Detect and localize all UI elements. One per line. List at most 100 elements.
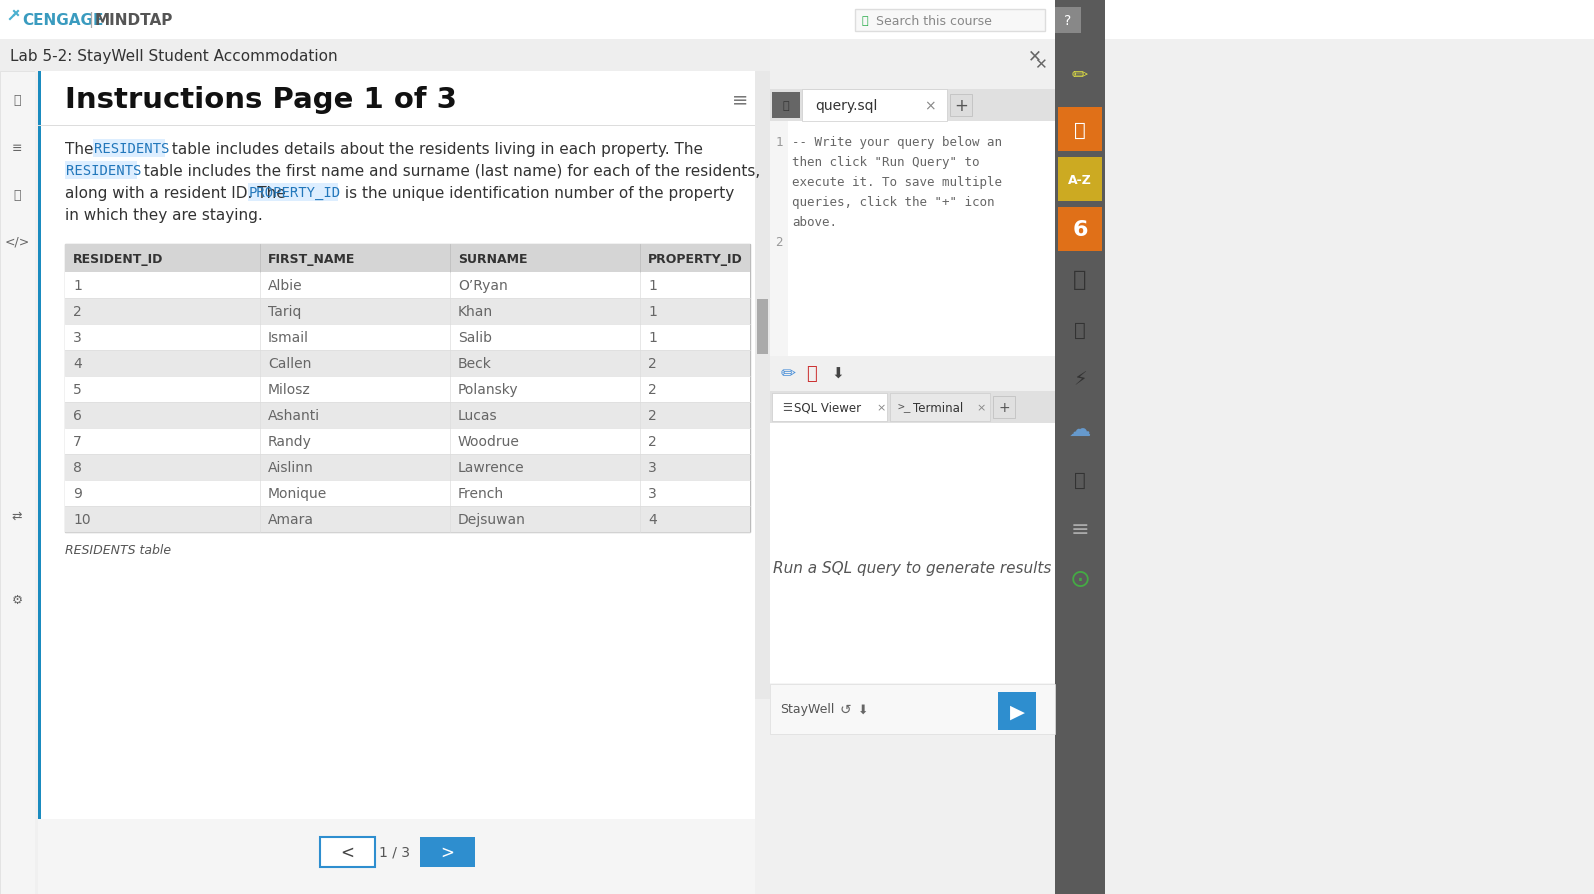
Text: 2: 2 xyxy=(775,235,783,249)
Text: 2: 2 xyxy=(649,383,657,397)
Bar xyxy=(756,72,770,699)
Bar xyxy=(1060,55,1100,110)
Text: 📋: 📋 xyxy=(1074,320,1086,339)
Text: Tariq: Tariq xyxy=(268,305,301,318)
Text: ✏: ✏ xyxy=(1071,65,1089,84)
Text: execute it. To save multiple: execute it. To save multiple xyxy=(792,175,1003,189)
Text: 9: 9 xyxy=(73,486,81,501)
Bar xyxy=(770,392,1055,424)
Bar xyxy=(92,139,166,158)
Text: then click "Run Query" to: then click "Run Query" to xyxy=(792,156,979,168)
Text: 3: 3 xyxy=(73,331,81,344)
Text: Search this course: Search this course xyxy=(877,14,991,28)
Text: Callen: Callen xyxy=(268,357,311,371)
Bar xyxy=(65,350,751,376)
Text: 🔷: 🔷 xyxy=(1074,470,1086,489)
Bar xyxy=(770,122,787,357)
Text: ×: × xyxy=(925,99,936,113)
Text: Khan: Khan xyxy=(457,305,493,318)
Text: O’Ryan: O’Ryan xyxy=(457,279,508,292)
Text: 1: 1 xyxy=(649,279,657,292)
Text: Lucas: Lucas xyxy=(457,409,497,423)
Bar xyxy=(65,162,137,180)
Bar xyxy=(65,245,751,273)
Text: table includes details about the residents living in each property. The: table includes details about the residen… xyxy=(167,141,703,156)
Text: 10: 10 xyxy=(73,512,91,527)
Text: Polansky: Polansky xyxy=(457,383,518,397)
Text: RESIDENTS table: RESIDENTS table xyxy=(65,544,171,557)
Bar xyxy=(1060,55,1100,107)
Bar xyxy=(65,299,751,325)
Text: SQL Viewer: SQL Viewer xyxy=(794,401,861,414)
Text: Lab 5-2: StayWell Student Accommodation: Lab 5-2: StayWell Student Accommodation xyxy=(10,48,338,63)
Text: 2: 2 xyxy=(649,434,657,449)
Bar xyxy=(0,72,35,894)
Text: ☁: ☁ xyxy=(1070,419,1092,440)
Bar xyxy=(1058,408,1101,451)
Bar xyxy=(771,393,886,422)
Text: is the unique identification number of the property: is the unique identification number of t… xyxy=(340,185,735,200)
Text: Terminal: Terminal xyxy=(913,401,963,414)
Text: Ismail: Ismail xyxy=(268,331,309,344)
Bar xyxy=(770,684,1055,734)
Text: 1: 1 xyxy=(775,135,783,148)
Bar xyxy=(38,72,41,894)
Bar xyxy=(889,393,990,422)
Text: ×: × xyxy=(976,402,985,412)
Bar xyxy=(38,72,756,894)
Bar xyxy=(950,95,972,117)
Text: queries, click the "+" icon: queries, click the "+" icon xyxy=(792,195,995,208)
Bar xyxy=(1058,358,1101,401)
Text: 6: 6 xyxy=(1073,220,1087,240)
Text: ?: ? xyxy=(1065,14,1071,28)
Text: 4: 4 xyxy=(649,512,657,527)
Text: 📁: 📁 xyxy=(783,101,789,111)
Text: 3: 3 xyxy=(649,486,657,501)
Bar xyxy=(1058,458,1101,502)
Text: ✕: ✕ xyxy=(1028,47,1042,65)
Bar xyxy=(65,376,751,402)
Text: in which they are staying.: in which they are staying. xyxy=(65,207,263,223)
Text: Amara: Amara xyxy=(268,512,314,527)
Text: 📘: 📘 xyxy=(1073,270,1087,290)
Bar xyxy=(757,299,768,355)
Text: 3: 3 xyxy=(649,460,657,475)
Text: 🗑: 🗑 xyxy=(807,365,818,383)
Text: RESIDENTS: RESIDENTS xyxy=(65,164,142,178)
Text: +: + xyxy=(998,401,1011,415)
Text: query.sql: query.sql xyxy=(815,99,877,113)
Bar xyxy=(770,90,1055,122)
Bar xyxy=(320,837,375,867)
Text: 2: 2 xyxy=(649,357,657,371)
Text: ⚡: ⚡ xyxy=(1073,370,1087,389)
Text: Beck: Beck xyxy=(457,357,493,371)
Bar xyxy=(770,424,1055,683)
Bar xyxy=(38,126,756,127)
Text: 2: 2 xyxy=(649,409,657,423)
Bar xyxy=(1058,508,1101,552)
Text: ☰: ☰ xyxy=(783,402,792,412)
Text: 1: 1 xyxy=(649,305,657,318)
Bar xyxy=(854,10,1046,32)
Text: 1 / 3: 1 / 3 xyxy=(379,845,411,859)
Text: Dejsuwan: Dejsuwan xyxy=(457,512,526,527)
Text: SURNAME: SURNAME xyxy=(457,252,528,266)
Bar xyxy=(65,506,751,533)
Bar xyxy=(65,428,751,454)
Text: RESIDENT_ID: RESIDENT_ID xyxy=(73,252,163,266)
Text: ⚙: ⚙ xyxy=(11,593,22,606)
Bar xyxy=(65,245,751,533)
Text: 2: 2 xyxy=(73,305,81,318)
Text: >_: >_ xyxy=(897,402,912,412)
Text: The: The xyxy=(65,141,99,156)
Text: Randy: Randy xyxy=(268,434,312,449)
Text: FIRST_NAME: FIRST_NAME xyxy=(268,252,355,266)
Text: >: > xyxy=(440,843,454,861)
Text: ×: × xyxy=(877,402,886,412)
Text: ⬇: ⬇ xyxy=(832,366,845,381)
Text: table includes the first name and surname (last name) for each of the residents,: table includes the first name and surnam… xyxy=(139,164,760,178)
Bar xyxy=(249,184,338,202)
Text: ✏: ✏ xyxy=(781,365,795,383)
Text: Run a SQL query to generate results: Run a SQL query to generate results xyxy=(773,561,1050,576)
Text: Lawrence: Lawrence xyxy=(457,460,524,475)
